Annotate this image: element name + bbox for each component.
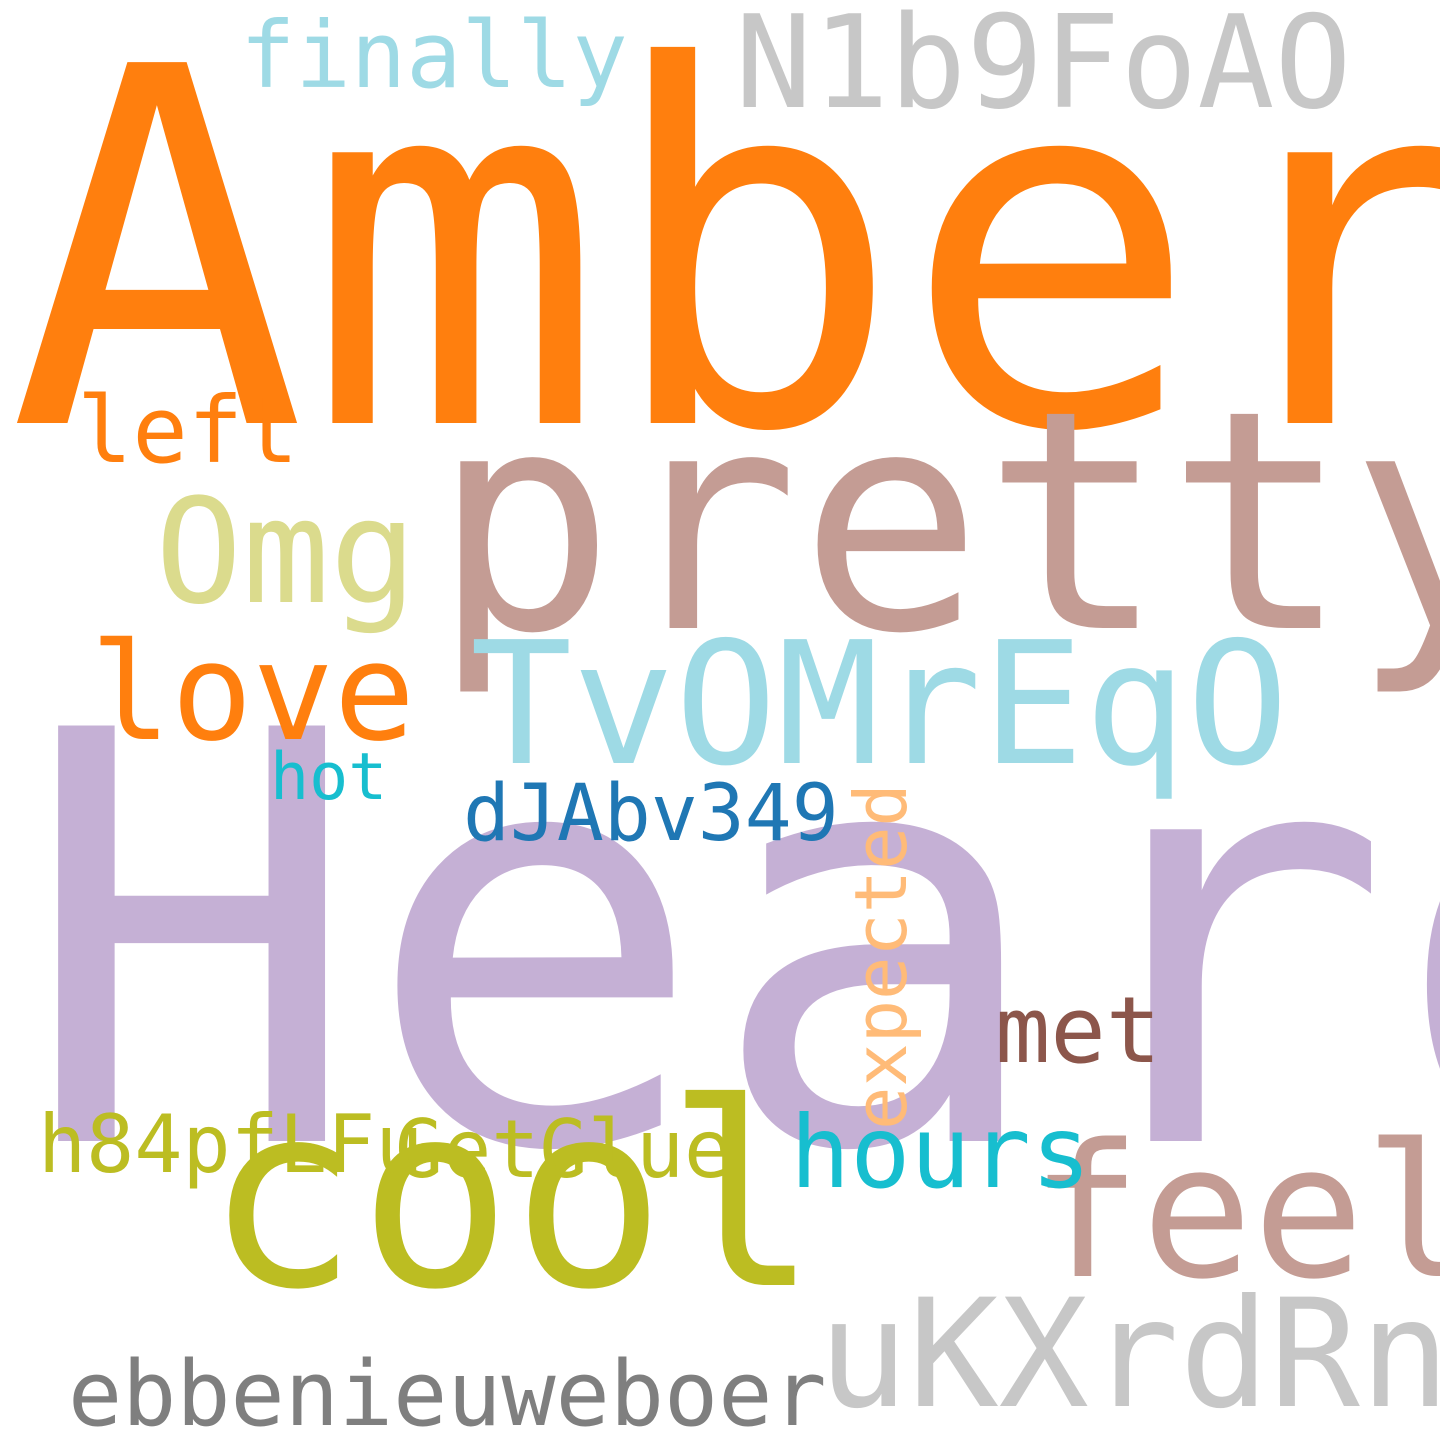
word-amber: Amber [8,0,1440,540]
word-finally: finally [240,2,628,109]
word-getglue: GetGlue [395,1103,733,1196]
word-ebbenieuweboer: ebbenieuweboer [68,1342,827,1440]
word-left: left [77,377,299,484]
word-hot: hot [270,740,388,815]
word-feel: feel [1030,1104,1440,1320]
word-cool: cool [205,1049,820,1346]
word-n1b9foao: N1b9FoAO [735,0,1352,138]
word-heard: Heard [20,613,1440,1276]
word-djabv349: dJAbv349 [463,769,839,859]
word-ukxrdrnv: uKXrdRnV [818,1268,1440,1440]
word-love: love [90,614,416,771]
word-met: met [995,977,1162,1084]
word-pretty: pretty [432,345,1440,700]
word-omg: Omg [155,468,417,637]
word-h84pflfu: h84pfLFu [38,1098,424,1191]
word-hours: hours [790,1094,1092,1211]
word-expected: expected [839,783,923,1130]
word-tvomreqo: TvOMrEqO [470,606,1289,804]
